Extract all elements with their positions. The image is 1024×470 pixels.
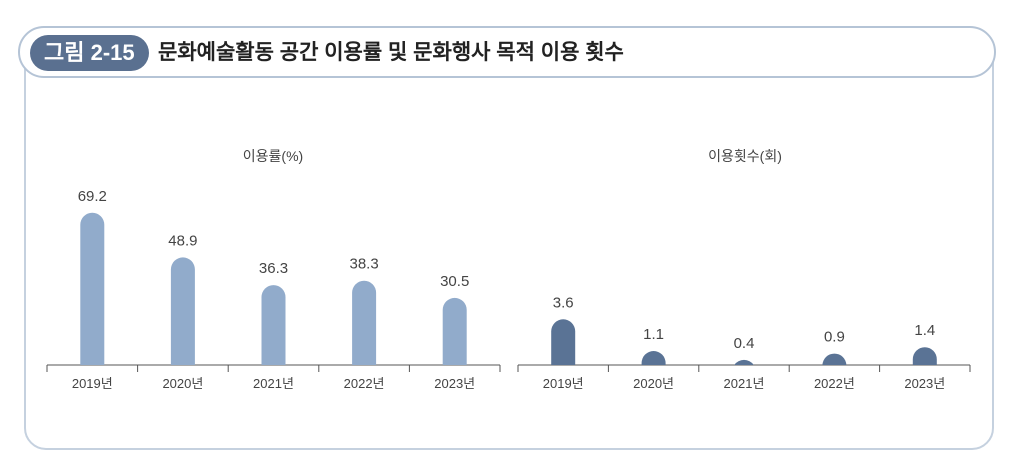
value-label: 1.4 — [914, 322, 935, 339]
category-label: 2019년 — [72, 376, 113, 391]
value-label: 1.1 — [643, 326, 664, 343]
title-bar — [18, 26, 996, 78]
category-label: 2019년 — [543, 376, 584, 391]
bar — [442, 297, 467, 365]
category-label: 2023년 — [434, 376, 475, 391]
value-label: 0.9 — [824, 329, 845, 346]
bar — [170, 257, 195, 365]
value-label: 69.2 — [78, 188, 107, 205]
category-label: 2022년 — [814, 376, 855, 391]
figure-title: 문화예술활동 공간 이용률 및 문화행사 목적 이용 횟수 — [158, 41, 624, 64]
category-label: 2020년 — [162, 376, 203, 391]
bar — [261, 285, 286, 365]
bar — [822, 353, 847, 365]
value-label: 38.3 — [349, 256, 378, 273]
bar — [734, 359, 754, 365]
bar — [912, 347, 937, 365]
category-label: 2020년 — [633, 376, 674, 391]
bar — [352, 280, 377, 365]
bar — [80, 212, 105, 365]
value-label: 48.9 — [168, 232, 197, 249]
chart-title-rate: 이용률(%) — [242, 148, 304, 164]
bar — [641, 351, 666, 365]
category-label: 2021년 — [253, 376, 294, 391]
value-label: 3.6 — [553, 294, 574, 311]
value-label: 30.5 — [440, 273, 469, 290]
value-label: 0.4 — [734, 335, 755, 352]
category-label: 2021년 — [724, 376, 765, 391]
category-label: 2022년 — [344, 376, 385, 391]
bar — [551, 319, 576, 365]
value-label: 36.3 — [259, 260, 288, 277]
figure-badge: 그림 2-15 — [30, 35, 149, 71]
category-label: 2023년 — [904, 376, 945, 391]
chart-title-count: 이용횟수(회) — [708, 148, 782, 164]
